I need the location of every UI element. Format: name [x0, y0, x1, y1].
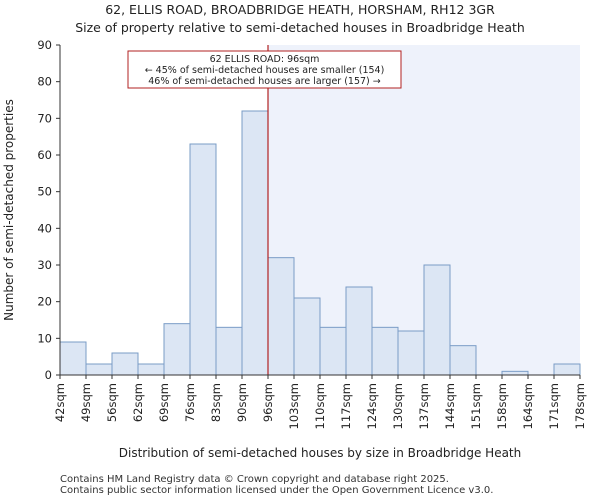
bar-56sqm: [111, 352, 139, 376]
y-tick-label: 40: [37, 221, 52, 235]
bar-158sqm: [501, 370, 529, 376]
bar-96sqm: [267, 257, 295, 376]
bar-83sqm: [215, 326, 243, 376]
y-tick-label: 90: [37, 38, 52, 52]
x-tick-label: 69sqm: [157, 383, 171, 422]
x-tick-label: 96sqm: [261, 383, 275, 422]
y-tick-label: 30: [37, 258, 52, 272]
bar-42sqm: [59, 341, 87, 376]
annotation-box: [127, 50, 402, 89]
bar-171sqm: [553, 363, 581, 376]
x-tick-label: 49sqm: [79, 383, 93, 422]
y-tick-label: 10: [37, 331, 52, 345]
footer-copyright: Contains HM Land Registry data © Crown c…: [60, 474, 449, 485]
y-tick-label: 70: [37, 111, 52, 125]
x-tick-label: 164sqm: [521, 383, 535, 429]
bar-chart: 62 ELLIS ROAD: 96sqm ← 45% of semi-detac…: [2, 38, 587, 460]
bar-76sqm: [189, 143, 217, 376]
x-tick-label: 90sqm: [235, 383, 249, 422]
bar-130sqm: [397, 330, 425, 376]
bar-49sqm: [85, 363, 113, 376]
y-tick-label: 80: [37, 75, 52, 89]
x-tick-label: 62sqm: [131, 383, 145, 422]
x-tick-label: 130sqm: [391, 383, 405, 429]
x-tick-label: 117sqm: [339, 383, 353, 429]
y-tick-label: 0: [45, 368, 52, 382]
x-tick-label: 76sqm: [183, 383, 197, 422]
footer-licence: Contains public sector information licen…: [60, 485, 494, 496]
x-tick-label: 103sqm: [287, 383, 301, 429]
annotation-title: 62 ELLIS ROAD: 96sqm: [210, 54, 320, 65]
x-tick-label: 151sqm: [469, 383, 483, 429]
bar-90sqm: [241, 110, 269, 376]
x-tick-label: 158sqm: [495, 383, 509, 429]
bar-62sqm: [137, 363, 165, 376]
annotation-larger: 46% of semi-detached houses are larger (…: [148, 76, 381, 87]
annotation-smaller: ← 45% of semi-detached houses are smalle…: [145, 65, 385, 76]
chart-title: Size of property relative to semi-detach…: [75, 20, 525, 35]
bar-124sqm: [371, 326, 399, 376]
x-tick-label: 144sqm: [443, 383, 457, 429]
y-tick-label: 50: [37, 185, 52, 199]
x-tick-label: 83sqm: [209, 383, 223, 422]
bar-117sqm: [345, 286, 373, 376]
x-tick-label: 178sqm: [573, 383, 587, 429]
y-axis-label: Number of semi-detached properties: [2, 99, 16, 321]
x-tick-label: 56sqm: [105, 383, 119, 422]
bar-137sqm: [423, 264, 451, 376]
bar-103sqm: [293, 297, 321, 376]
x-tick-label: 171sqm: [547, 383, 561, 429]
bar-69sqm: [163, 323, 191, 376]
bar-144sqm: [449, 345, 477, 376]
chart-title-address: 62, ELLIS ROAD, BROADBRIDGE HEATH, HORSH…: [105, 2, 495, 17]
x-axis-label: Distribution of semi-detached houses by …: [119, 446, 522, 460]
y-tick-label: 20: [37, 295, 52, 309]
x-tick-label: 42sqm: [53, 383, 67, 422]
bar-110sqm: [319, 326, 347, 376]
x-tick-label: 110sqm: [313, 383, 327, 429]
y-tick-label: 60: [37, 148, 52, 162]
x-tick-label: 124sqm: [365, 383, 379, 429]
x-tick-label: 137sqm: [417, 383, 431, 429]
